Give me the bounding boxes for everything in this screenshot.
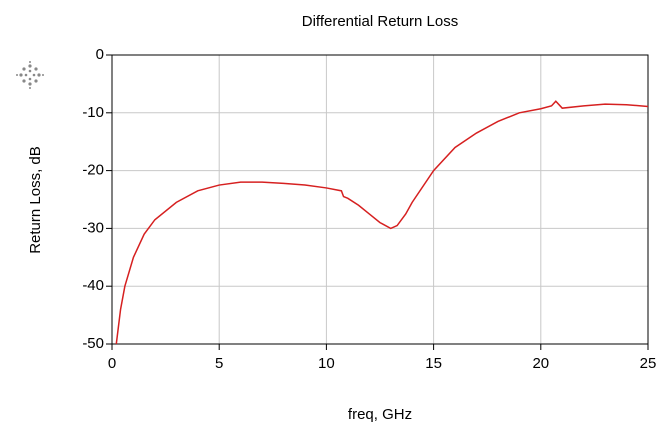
y-axis-label: Return Loss, dB	[27, 146, 44, 254]
plot-frame	[111, 54, 649, 345]
y-tick-label: -10	[82, 104, 104, 121]
y-tick-label: -20	[82, 162, 104, 179]
x-tick-label: 10	[318, 355, 335, 372]
x-tick-label: 25	[640, 355, 657, 372]
x-tick-label: 20	[532, 355, 549, 372]
x-tick-label: 15	[425, 355, 442, 372]
y-tick-label: -30	[82, 219, 104, 236]
chart-title: Differential Return Loss	[302, 13, 458, 30]
y-tick-label: -40	[82, 277, 104, 294]
y-tick-label: 0	[96, 46, 104, 63]
x-tick-label: 0	[108, 355, 116, 372]
y-tick-label: -50	[82, 335, 104, 352]
x-tick-label: 5	[215, 355, 223, 372]
x-axis-label: freq, GHz	[348, 406, 412, 423]
logo	[16, 61, 44, 89]
data-line	[115, 100, 649, 345]
